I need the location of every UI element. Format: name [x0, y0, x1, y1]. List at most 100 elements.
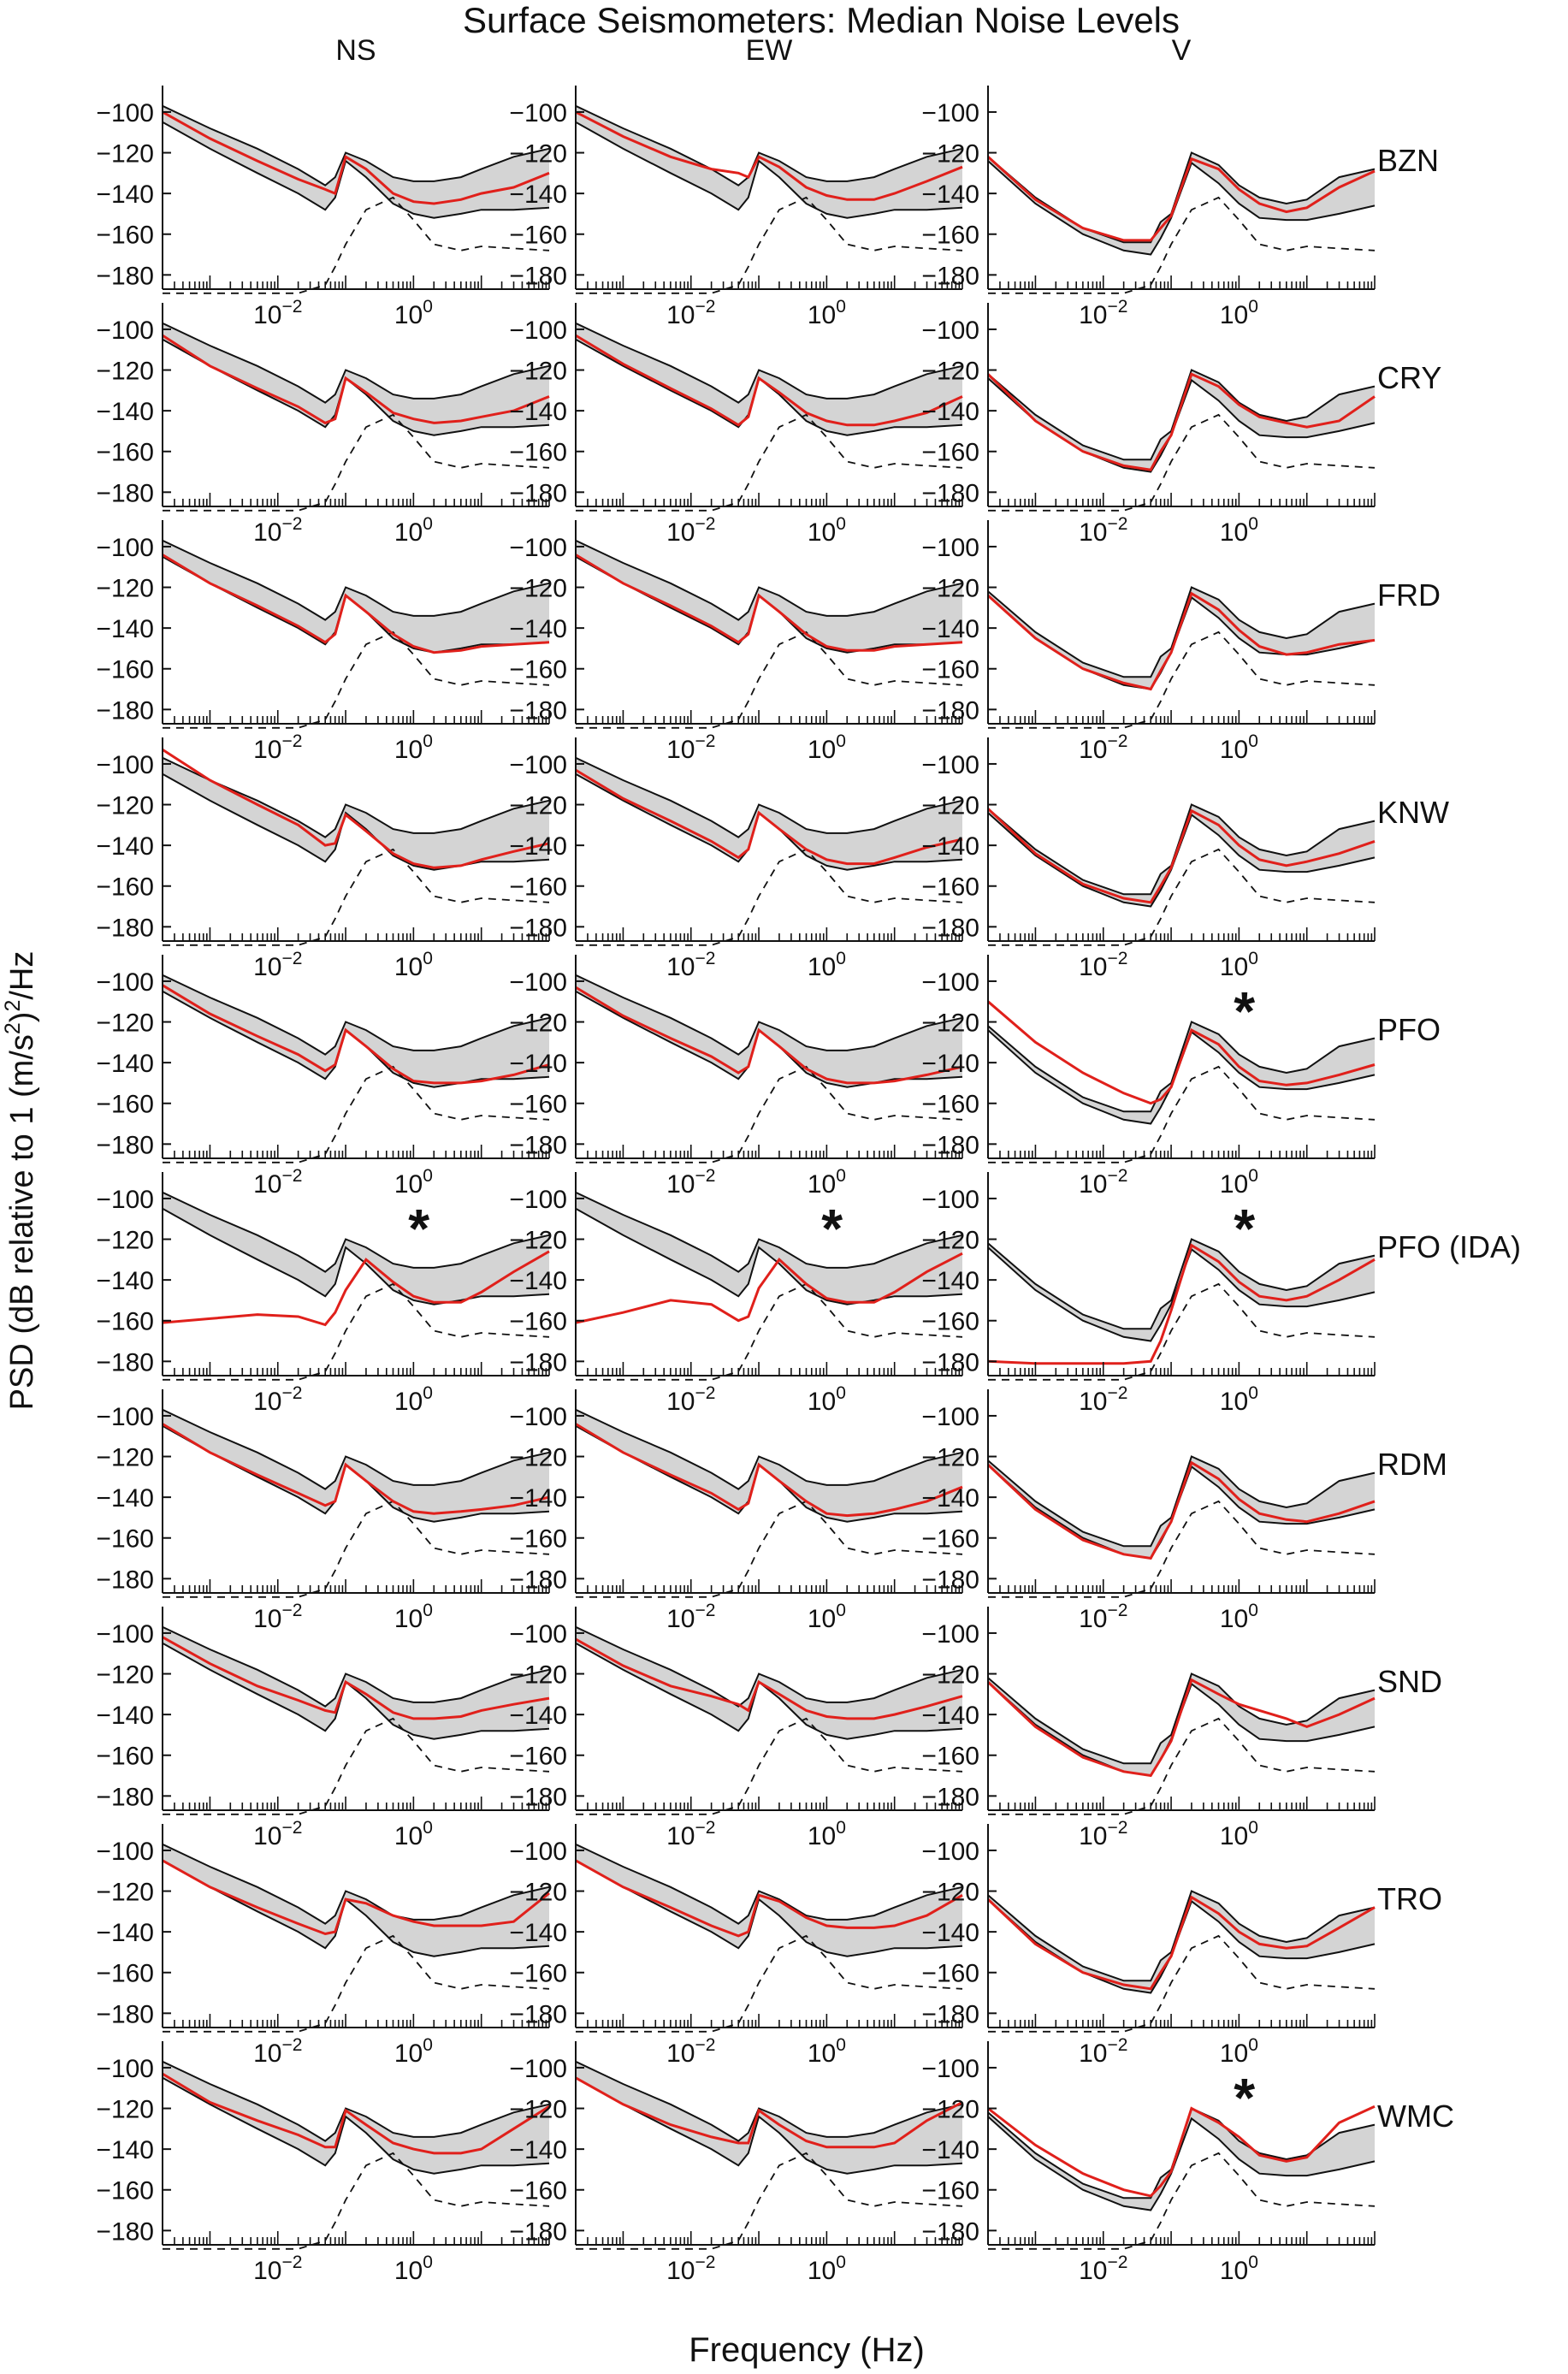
asterisk-mark: *: [1234, 980, 1255, 1042]
y-tick-label: −120: [921, 1009, 979, 1038]
envelope-upper-line: [575, 1191, 963, 1273]
envelope-upper-line: [162, 974, 550, 1056]
low-noise-reference-line: [163, 2152, 550, 2250]
y-tick-label: −120: [509, 140, 567, 169]
y-tick-label: −140: [509, 1702, 567, 1730]
y-tick-label: −120: [921, 140, 979, 169]
median-line-pfo-ns: [162, 984, 550, 1085]
x-tick-label: 100: [394, 1383, 433, 1416]
x-tick-label: 10−2: [253, 2253, 302, 2285]
y-tick-label: −180: [509, 1131, 567, 1159]
low-noise-reference-line: [576, 1934, 963, 2033]
x-tick-label: 10−2: [1079, 1601, 1127, 1633]
envelope-upper-line: [575, 2060, 963, 2142]
noise-envelope-fill: [163, 1626, 549, 1739]
y-tick-label: −140: [921, 1484, 979, 1513]
y-tick-label: −100: [921, 968, 979, 997]
y-tick-label: −160: [96, 222, 154, 250]
x-tick-label: 10−2: [1079, 2035, 1127, 2068]
x-tick-label: 10−2: [1079, 514, 1127, 547]
median-line-pfo-ida-v: [987, 1243, 1376, 1365]
y-tick-label: −120: [96, 1444, 154, 1472]
median-line-knw-ns: [162, 749, 550, 869]
y-tick-label: −160: [921, 1960, 979, 1988]
envelope-lower-line: [987, 1898, 1376, 1994]
median-line-rdm-ns: [162, 1423, 550, 1515]
y-tick-label: −120: [509, 1661, 567, 1690]
y-tick-label: −160: [96, 1960, 154, 1988]
x-tick-label: 100: [808, 514, 846, 547]
y-axis-label-post: ): [4, 1012, 40, 1023]
low-noise-reference-line: [163, 196, 550, 294]
y-tick-label: −100: [96, 751, 154, 779]
envelope-upper-line: [575, 1625, 963, 1708]
low-noise-reference-line: [988, 631, 1376, 729]
asterisk-mark: *: [1234, 2067, 1255, 2128]
y-tick-label: −100: [921, 751, 979, 779]
station-labels: BZN CRY FRD KNW PFO PFO (IDA) RDM SND TRO WMC: [1377, 143, 1521, 2134]
x-tick-label: 10−2: [666, 514, 715, 547]
y-tick-label: −100: [921, 534, 979, 562]
y-tick-label: −160: [921, 1743, 979, 1771]
y-tick-label: −100: [96, 2055, 154, 2083]
envelope-lower-line: [162, 121, 550, 219]
y-tick-label: −140: [509, 832, 567, 861]
x-tick-label: 100: [1220, 2035, 1258, 2068]
y-tick-label: −180: [921, 1566, 979, 1594]
y-tick-label: −160: [509, 222, 567, 250]
x-tick-label: 10−2: [253, 1383, 302, 1416]
y-tick-label: −160: [509, 2177, 567, 2205]
y-tick-label: −100: [96, 534, 154, 562]
y-tick-label: −120: [509, 358, 567, 386]
x-tick-label: 100: [808, 731, 846, 764]
station-label-snd: SND: [1377, 1664, 1442, 1699]
x-tick-label: 100: [1220, 1601, 1258, 1633]
x-tick-label: 100: [1220, 949, 1258, 981]
y-tick-label: −120: [921, 1879, 979, 1907]
y-tick-label: −100: [921, 1403, 979, 1431]
low-noise-reference-line: [576, 1282, 963, 1381]
panel-snd-v: −100 −120 −140 −160 −180 10−2 100: [921, 1607, 1376, 1850]
y-tick-label: −140: [96, 1484, 154, 1513]
envelope-upper-line: [987, 803, 1376, 896]
envelope-lower-line: [575, 121, 963, 219]
envelope-upper-line: [162, 1843, 550, 1925]
panel-pfo-ns: −100 −120 −140 −160 −180 10−2 100: [96, 955, 550, 1199]
panel-knw-ew: −100 −120 −140 −160 −180 10−2 100: [509, 737, 963, 981]
x-tick-label: 10−2: [253, 514, 302, 547]
low-noise-reference-line: [988, 1934, 1376, 2033]
low-noise-reference-line: [988, 848, 1376, 946]
y-axis-label-tail: /Hz: [4, 951, 40, 1000]
station-label-tro: TRO: [1377, 1881, 1442, 1916]
x-tick-label: 10−2: [253, 297, 302, 329]
noise-envelope-fill: [576, 540, 962, 653]
median-line-bzn-ew: [575, 110, 963, 201]
x-tick-label: 100: [394, 1166, 433, 1199]
panel-pfo-ida-v: −100 −120 −140 −160 −180 10−2 100: [921, 1172, 1376, 1416]
x-tick-label: 10−2: [253, 1818, 302, 1850]
x-tick-label: 10−2: [666, 297, 715, 329]
y-tick-label: −140: [96, 1702, 154, 1730]
low-noise-reference-line: [163, 848, 550, 946]
y-tick-label: −100: [96, 968, 154, 997]
y-tick-label: −180: [509, 2217, 567, 2246]
envelope-upper-line: [575, 1408, 963, 1490]
y-tick-label: −120: [96, 1227, 154, 1255]
y-tick-label: −140: [921, 832, 979, 861]
y-tick-label: −120: [96, 358, 154, 386]
y-tick-label: −180: [921, 1131, 979, 1159]
x-tick-label: 10−2: [1079, 1818, 1127, 1850]
y-tick-label: −100: [509, 2055, 567, 2083]
y-tick-label: −100: [921, 99, 979, 127]
y-tick-label: −180: [96, 2000, 154, 2028]
y-tick-label: −120: [96, 575, 154, 603]
panel-rdm-ew: −100 −120 −140 −160 −180 10−2 100: [509, 1389, 963, 1633]
y-tick-label: −140: [509, 1050, 567, 1078]
median-line-knw-v: [986, 808, 1376, 904]
y-tick-label: −160: [96, 439, 154, 467]
low-noise-reference-line: [163, 413, 550, 512]
y-tick-label: −100: [921, 1620, 979, 1649]
y-tick-label: −180: [96, 1348, 154, 1376]
median-line-snd-ew: [575, 1637, 963, 1720]
